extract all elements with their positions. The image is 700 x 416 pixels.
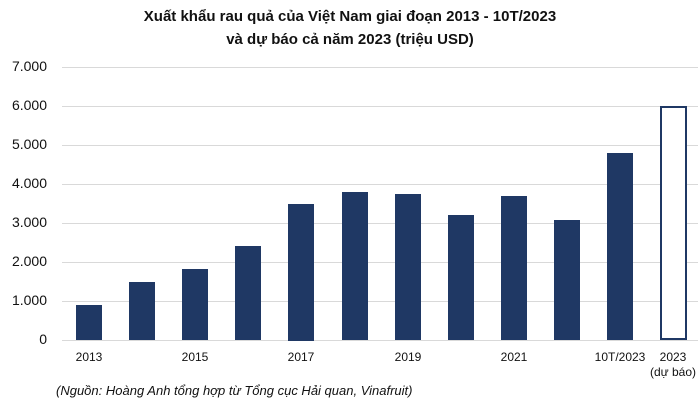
bar-10t-2023 [607, 153, 633, 340]
x-tick-label: 2021 [500, 350, 528, 364]
bar-2020 [448, 215, 474, 340]
x-tick-label: 2015 [181, 350, 209, 364]
y-tick-label: 3.000 [11, 214, 47, 230]
gridline [62, 106, 698, 107]
gridline [62, 184, 698, 185]
gridline [62, 223, 698, 224]
bar-2018 [342, 192, 368, 340]
gridline [62, 145, 698, 146]
x-tick-label: 10T/2023 [594, 350, 646, 364]
bar-2016 [235, 246, 261, 340]
y-tick-label: 4.000 [11, 175, 47, 191]
chart-subtitle: và dự báo cả năm 2023 (triệu USD) [226, 31, 474, 48]
y-tick-label: 0 [39, 331, 47, 347]
bar-2019 [395, 194, 421, 340]
bar-2021 [501, 196, 527, 340]
x-tick-label: 2023 (dự báo) [649, 350, 697, 379]
y-tick-label: 2.000 [11, 253, 47, 269]
x-tick-label: 2013 [75, 350, 103, 364]
source-note: (Nguồn: Hoàng Anh tổng hợp từ Tổng cục H… [56, 383, 413, 398]
bar-2023-d-b-o- [660, 106, 687, 340]
y-tick-label: 1.000 [11, 292, 47, 308]
bar-2017 [288, 204, 314, 341]
bar-2022 [554, 220, 580, 340]
x-tick-label: 2017 [287, 350, 315, 364]
bar-2014 [129, 282, 155, 340]
gridline [62, 340, 698, 341]
y-tick-label: 7.000 [11, 58, 47, 74]
bar-2015 [182, 269, 208, 340]
gridline [62, 67, 698, 68]
x-tick-label: 2019 [394, 350, 422, 364]
chart-title: Xuất khẩu rau quả của Việt Nam giai đoạn… [143, 8, 557, 25]
gridline [62, 262, 698, 263]
y-tick-label: 6.000 [11, 97, 47, 113]
bar-2013 [76, 305, 102, 340]
y-tick-label: 5.000 [11, 136, 47, 152]
gridline [62, 301, 698, 302]
